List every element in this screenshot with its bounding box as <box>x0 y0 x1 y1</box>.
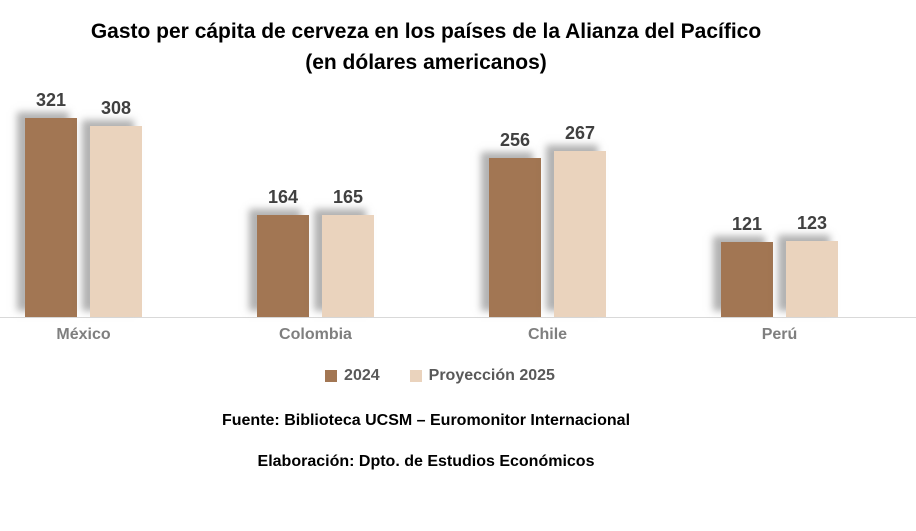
value-label-Colombia-Proyección 2025: 165 <box>332 187 364 207</box>
value-label-Perú-2024: 121 <box>731 214 763 234</box>
legend-swatch-icon <box>325 370 338 382</box>
legend-item-2024: 2024 <box>325 367 380 385</box>
bar-México-2024 <box>25 118 77 317</box>
value-label-Chile-2024: 256 <box>499 130 531 150</box>
x-axis-line <box>0 317 916 318</box>
legend-label: Proyección 2025 <box>428 367 555 384</box>
legend-swatch-icon <box>409 370 422 382</box>
chart-title: Gasto per cápita de cerveza en los paíse… <box>0 16 852 78</box>
bar-Colombia-Proyección 2025 <box>322 215 374 317</box>
elaboration-note: Elaboración: Dpto. de Estudios Económico… <box>257 453 595 470</box>
value-label-Perú-Proyección 2025: 123 <box>796 213 828 233</box>
bar-Colombia-2024 <box>257 215 309 317</box>
legend-label: 2024 <box>344 367 380 384</box>
bar-Perú-2024 <box>721 242 773 317</box>
category-label-Colombia: Colombia <box>279 326 352 343</box>
bar-México-Proyección 2025 <box>90 126 142 317</box>
source-note: Fuente: Biblioteca UCSM – Euromonitor In… <box>221 412 631 429</box>
category-label-Perú: Perú <box>761 326 798 343</box>
category-label-México: México <box>56 326 111 343</box>
legend-item-Proyección 2025: Proyección 2025 <box>409 367 555 385</box>
category-label-Chile: Chile <box>527 326 568 343</box>
value-label-México-2024: 321 <box>35 90 67 110</box>
bar-Chile-Proyección 2025 <box>554 151 606 317</box>
chart-title-line1: Gasto per cápita de cerveza en los paíse… <box>90 20 762 43</box>
bar-Chile-2024 <box>489 158 541 317</box>
value-label-Colombia-2024: 164 <box>267 187 299 207</box>
chart-title-line2: (en dólares americanos) <box>305 51 547 74</box>
value-label-México-Proyección 2025: 308 <box>100 98 132 118</box>
value-label-Chile-Proyección 2025: 267 <box>564 123 596 143</box>
chart-legend: 2024 Proyección 2025 <box>0 367 880 385</box>
bar-Perú-Proyección 2025 <box>786 241 838 317</box>
